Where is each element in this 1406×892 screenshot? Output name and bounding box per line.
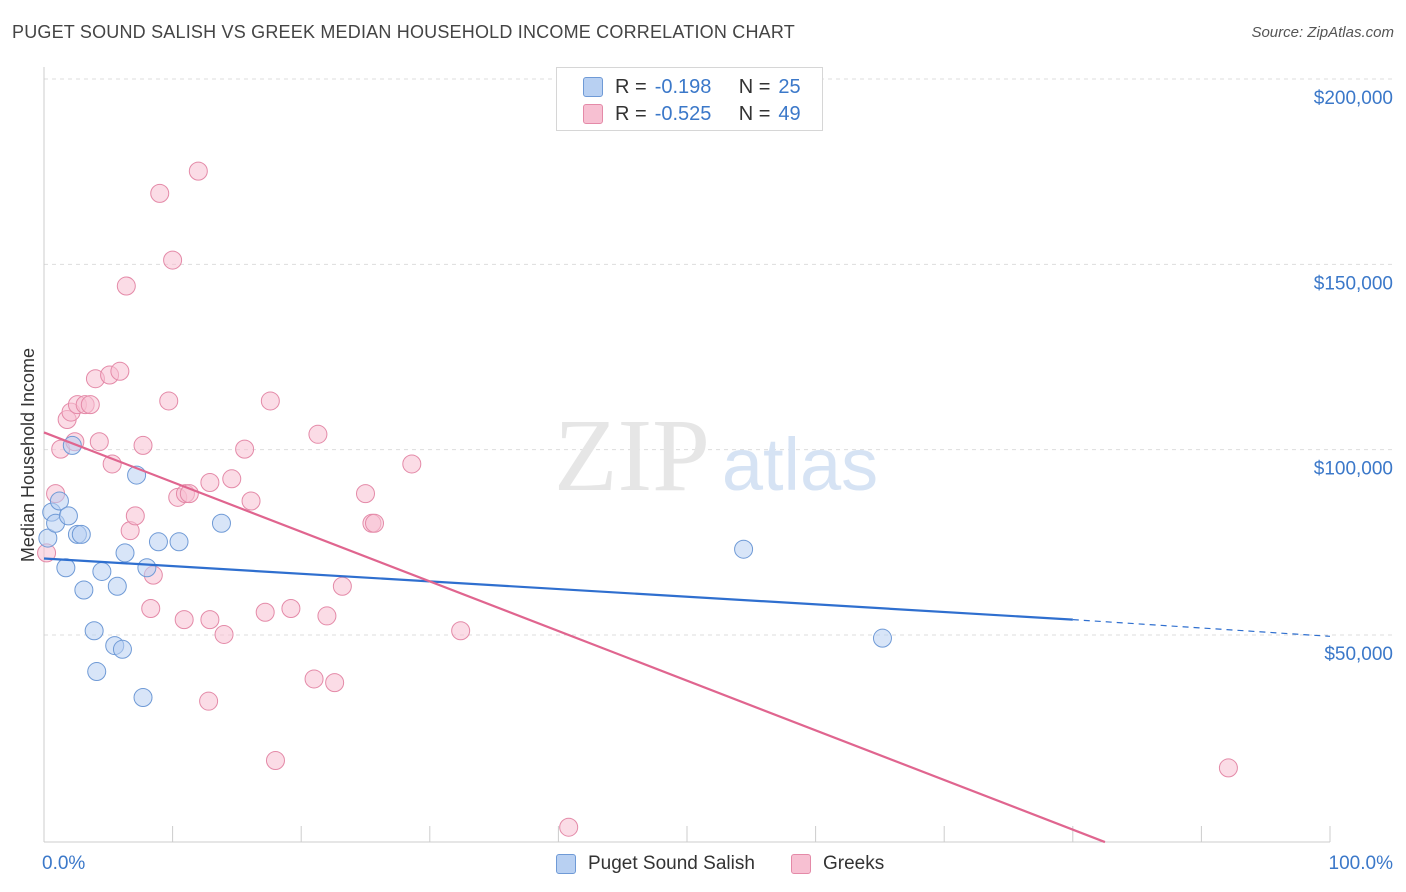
point-puget-sound-salish xyxy=(56,558,76,578)
bottom-legend-label-greeks: Greeks xyxy=(823,853,885,874)
point-greeks xyxy=(174,610,194,630)
point-puget-sound-salish xyxy=(49,491,69,511)
watermark: ZIP atlas xyxy=(554,398,878,513)
point-greeks xyxy=(89,432,109,452)
bottom-legend-salish: Puget Sound Salish xyxy=(556,851,755,877)
point-greeks xyxy=(451,621,471,641)
point-puget-sound-salish xyxy=(211,513,231,533)
legend-row-salish: R = -0.198 N = 25 xyxy=(583,75,801,99)
axes xyxy=(43,67,1331,843)
point-puget-sound-salish xyxy=(87,662,107,682)
bottom-legend-greeks: Greeks xyxy=(791,851,884,877)
source-label: Source: ZipAtlas.com xyxy=(1251,24,1394,41)
point-greeks xyxy=(110,361,130,381)
y-axis-label: Median Household Income xyxy=(18,348,38,562)
y-tick-label: $100,000 xyxy=(1314,459,1393,480)
legend-n-value: 49 xyxy=(778,102,801,125)
legend-n-label: N = xyxy=(738,102,771,125)
point-greeks xyxy=(255,602,275,622)
watermark-zip: ZIP xyxy=(554,398,710,513)
point-greeks xyxy=(402,454,422,474)
legend-r-value: -0.198 xyxy=(654,75,712,98)
point-greeks xyxy=(332,576,352,596)
point-greeks xyxy=(260,391,280,411)
point-greeks xyxy=(325,673,345,693)
legend-n-label: N = xyxy=(738,75,771,98)
point-greeks xyxy=(222,469,242,489)
point-puget-sound-salish xyxy=(112,639,132,659)
point-greeks xyxy=(188,161,208,181)
point-puget-sound-salish xyxy=(71,524,91,544)
point-greeks xyxy=(116,276,136,296)
point-greeks xyxy=(163,250,183,270)
watermark-atlas: atlas xyxy=(722,423,878,506)
legend-swatch-greeks xyxy=(583,104,603,124)
point-greeks xyxy=(365,513,385,533)
point-greeks xyxy=(214,624,234,644)
legend-r-label: R = xyxy=(615,102,647,125)
point-greeks xyxy=(356,484,375,504)
legend-row-greeks: R = -0.525 N = 49 xyxy=(583,102,801,126)
trendline-greeks xyxy=(43,431,1106,844)
point-puget-sound-salish xyxy=(74,580,94,600)
legend-r-label: R = xyxy=(615,75,647,98)
point-greeks xyxy=(200,472,220,492)
point-greeks xyxy=(80,395,100,415)
trendline-puget-sound-salish xyxy=(43,557,1073,621)
point-greeks xyxy=(133,435,153,455)
x-tick-label: 0.0% xyxy=(42,853,85,874)
point-puget-sound-salish xyxy=(872,628,892,648)
point-puget-sound-salish xyxy=(133,687,153,707)
point-greeks xyxy=(559,817,579,837)
bottom-legend-swatch-greeks xyxy=(791,854,811,874)
point-puget-sound-salish xyxy=(115,543,135,563)
legend-r-value: -0.525 xyxy=(654,102,712,125)
point-greeks xyxy=(235,439,255,459)
point-greeks xyxy=(200,610,220,630)
point-puget-sound-salish xyxy=(38,528,58,548)
point-puget-sound-salish xyxy=(137,558,157,578)
point-greeks xyxy=(179,484,199,504)
point-puget-sound-salish xyxy=(92,561,112,581)
bottom-legend-swatch-salish xyxy=(556,854,576,874)
trendline-puget-sound-salish-extension xyxy=(1072,619,1331,637)
y-tick-label: $200,000 xyxy=(1314,88,1393,109)
point-greeks xyxy=(159,391,179,411)
trend-lines xyxy=(43,431,1331,844)
chart-title: PUGET SOUND SALISH VS GREEK MEDIAN HOUSE… xyxy=(12,22,795,42)
correlation-legend: R = -0.198 N = 25 R = -0.525 N = 49 xyxy=(556,67,823,131)
point-puget-sound-salish xyxy=(107,576,127,596)
tick-labels: $50,000 $100,000 $150,000 $200,000 0.0% 100.0… xyxy=(42,88,1393,874)
legend-swatch-salish xyxy=(583,77,603,97)
point-greeks xyxy=(141,599,161,619)
grid xyxy=(44,78,1396,636)
point-puget-sound-salish xyxy=(58,506,78,526)
point-puget-sound-salish xyxy=(169,532,189,552)
point-greeks xyxy=(317,606,337,626)
legend-n-value: 25 xyxy=(778,75,801,98)
y-tick-label: $50,000 xyxy=(1324,644,1393,665)
bottom-legend-label-salish: Puget Sound Salish xyxy=(588,853,755,874)
point-puget-sound-salish xyxy=(148,532,168,552)
point-greeks xyxy=(304,669,324,689)
point-greeks xyxy=(241,491,261,511)
point-puget-sound-salish xyxy=(734,539,754,559)
point-greeks xyxy=(265,750,285,770)
point-greeks xyxy=(199,691,219,711)
point-greeks xyxy=(308,424,328,444)
point-puget-sound-salish xyxy=(84,621,104,641)
point-greeks xyxy=(1218,758,1238,778)
x-tick-label: 100.0% xyxy=(1329,853,1394,874)
y-tick-label: $150,000 xyxy=(1314,273,1393,294)
point-greeks xyxy=(281,599,301,619)
point-greeks xyxy=(150,183,170,203)
point-greeks xyxy=(125,506,145,526)
